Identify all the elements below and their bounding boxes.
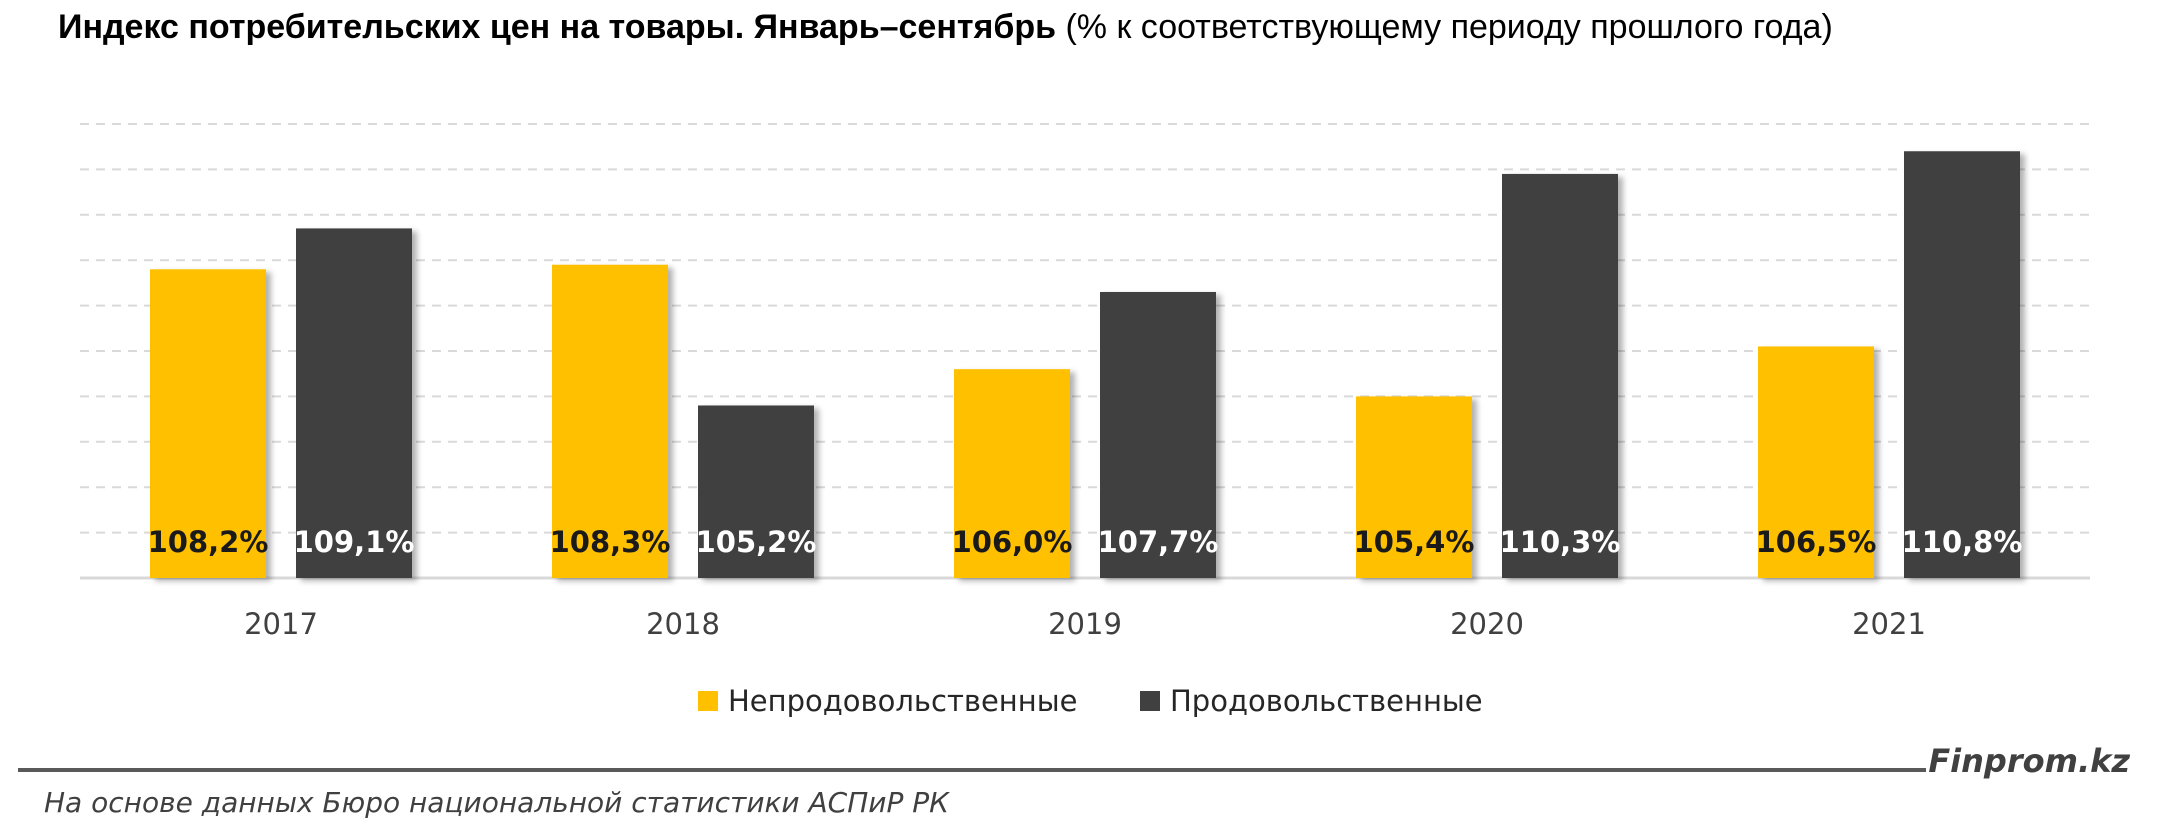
legend-swatch-food bbox=[1140, 691, 1160, 711]
chart-title-main: Индекс потребительских цен на товары. Ян… bbox=[58, 8, 1057, 46]
bar-nonfood-2018 bbox=[552, 264, 668, 578]
bars bbox=[150, 151, 2020, 579]
chart-title-units: (% к соответствующему периоду прошлого г… bbox=[1065, 8, 1833, 46]
data-label-food-2019: 107,7% bbox=[1098, 525, 1219, 559]
x-axis-ticks: 2017 2018 2019 2020 2021 bbox=[244, 607, 1926, 641]
legend-label-nonfood: Непродовольственные bbox=[728, 684, 1077, 718]
footer-divider bbox=[18, 768, 1926, 772]
bar-food-2018 bbox=[698, 405, 814, 578]
data-label-nonfood-2019: 106,0% bbox=[952, 525, 1073, 559]
x-tick-label-2017: 2017 bbox=[244, 607, 318, 641]
bar-food-2020 bbox=[1502, 173, 1618, 578]
data-label-nonfood-2017: 108,2% bbox=[148, 525, 269, 559]
data-label-food-2020: 110,3% bbox=[1500, 525, 1621, 559]
bar-food-2021 bbox=[1904, 151, 2020, 579]
data-labels: 108,2% 109,1% 108,3% 105,2% 106,0% 107,7% 105,… bbox=[148, 525, 2023, 559]
data-label-nonfood-2021: 106,5% bbox=[1756, 525, 1877, 559]
x-tick-label-2018: 2018 bbox=[646, 607, 720, 641]
source-note: На основе данных Бюро национальной стати… bbox=[44, 786, 950, 819]
legend: Непродовольственные Продовольственные bbox=[698, 684, 1483, 718]
x-tick-label-2019: 2019 bbox=[1048, 607, 1122, 641]
bar-nonfood-2021 bbox=[1758, 346, 1874, 578]
data-label-nonfood-2020: 105,4% bbox=[1354, 525, 1475, 559]
bar-food-2019 bbox=[1100, 291, 1216, 578]
data-label-nonfood-2018: 108,3% bbox=[550, 525, 671, 559]
data-label-food-2021: 110,8% bbox=[1902, 525, 2023, 559]
legend-label-food: Продовольственные bbox=[1170, 684, 1483, 718]
brand-logo-text: Finprom.kz bbox=[1928, 742, 2130, 780]
chart-title: Индекс потребительских цен на товары. Ян… bbox=[58, 8, 1833, 47]
bar-nonfood-2019 bbox=[954, 369, 1070, 578]
bar-nonfood-2020 bbox=[1356, 396, 1472, 578]
bar-chart: 108,2% 109,1% 108,3% 105,2% 106,0% 107,7% 105,… bbox=[80, 123, 2090, 718]
bar-food-2017 bbox=[296, 228, 412, 579]
x-tick-label-2020: 2020 bbox=[1450, 607, 1524, 641]
data-label-food-2018: 105,2% bbox=[696, 525, 817, 559]
legend-swatch-nonfood bbox=[698, 691, 718, 711]
data-label-food-2017: 109,1% bbox=[294, 525, 415, 559]
x-tick-label-2021: 2021 bbox=[1852, 607, 1926, 641]
bar-nonfood-2017 bbox=[150, 269, 266, 578]
gridlines bbox=[80, 123, 2090, 580]
